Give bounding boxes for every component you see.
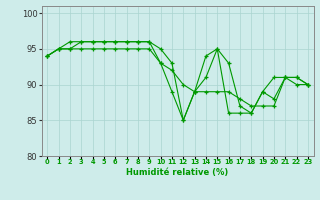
X-axis label: Humidité relative (%): Humidité relative (%) xyxy=(126,168,229,177)
